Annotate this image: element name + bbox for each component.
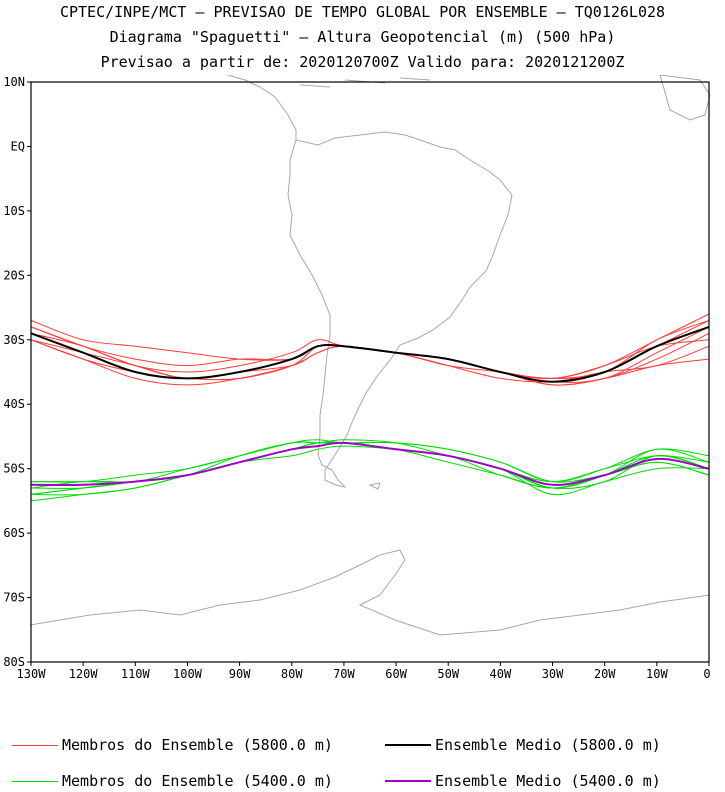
lat-tick-label: 10N [3, 75, 25, 89]
legend-red-label: Membros do Ensemble (5800.0 m) [62, 736, 333, 754]
central-america-coast [227, 75, 297, 140]
lat-tick-label: 40S [3, 397, 25, 411]
legend-green-line [12, 780, 58, 782]
africa-edge [659, 75, 711, 121]
lon-tick-label: 10W [646, 667, 668, 681]
ensemble-means [30, 325, 710, 487]
lat-tick-label: 10S [3, 204, 25, 218]
lon-tick-label: 100W [173, 667, 203, 681]
longitude-axis: 130W 120W 110W 100W 90W 80W 70W 60W 50W 40W 30W 20W… [17, 662, 711, 681]
lon-tick-label: 20W [594, 667, 616, 681]
legend-black-label: Ensemble Medio (5800.0 m) [435, 736, 661, 754]
member-5800-line-2 [30, 326, 710, 383]
legend-black-mean: Ensemble Medio (5800.0 m) [385, 736, 661, 754]
member-5400-line-7 [31, 439, 710, 496]
coastlines [29, 75, 711, 636]
lon-tick-label: 130W [17, 667, 47, 681]
lon-tick-label: 90W [229, 667, 251, 681]
lon-tick-label: 80W [281, 667, 303, 681]
lon-tick-label: 70W [333, 667, 355, 681]
legend-green-members: Membros do Ensemble (5400.0 m) [12, 772, 333, 790]
legend-red-members: Membros do Ensemble (5800.0 m) [12, 736, 333, 754]
lat-tick-label: 80S [3, 655, 25, 669]
lon-tick-label: 60W [385, 667, 407, 681]
lon-tick-label: 40W [490, 667, 512, 681]
lon-tick-label: 0 [703, 667, 710, 681]
lat-tick-label: 60S [3, 526, 25, 540]
lat-tick-label: 30S [3, 333, 25, 347]
lon-tick-label: 50W [437, 667, 459, 681]
lon-tick-label: 30W [542, 667, 564, 681]
member-5400-line-4 [30, 441, 710, 502]
legend-purple-line [385, 780, 431, 782]
antarctica-coast [29, 549, 711, 636]
latitude-axis: 10N EQ 10S 20S 30S 40S 50S 60S 70S 80S [3, 75, 31, 669]
ensemble-members-5400m [30, 439, 710, 502]
legend-black-line [385, 744, 431, 746]
lon-tick-label: 120W [69, 667, 99, 681]
member-5800-line-7 [30, 339, 710, 386]
south-america-coast [287, 131, 513, 488]
plot-frame [30, 81, 710, 663]
legend-green-label: Membros do Ensemble (5400.0 m) [62, 772, 333, 790]
legend-purple-label: Ensemble Medio (5400.0 m) [435, 772, 661, 790]
falklands [368, 482, 381, 490]
forecast-validity: Previsao a partir de: 2020120700Z Valido… [100, 53, 625, 71]
mean-5400-line [30, 441, 710, 487]
spaghetti-map: 10N EQ 10S 20S 30S 40S 50S 60S 70S 80S 130W 120W 11… [3, 75, 711, 681]
lat-tick-label: 20S [3, 268, 25, 282]
lat-tick-label: 50S [3, 462, 25, 476]
lon-tick-label: 110W [121, 667, 151, 681]
member-5800-line-3 [30, 332, 710, 386]
member-5800-line-5 [30, 313, 710, 380]
legend-red-line [12, 744, 58, 746]
chart-subtitle: Diagrama "Spaguetti" — Altura Geopotenci… [109, 28, 616, 46]
lat-tick-label: 70S [3, 591, 25, 605]
legend-purple-mean: Ensemble Medio (5400.0 m) [385, 772, 661, 790]
lat-tick-label: EQ [11, 139, 25, 153]
member-5400-line-5 [30, 445, 710, 495]
chart-title: CPTEC/INPE/MCT — PREVISAO DE TEMPO GLOBA… [59, 3, 666, 21]
mean-5800-line [30, 325, 710, 383]
